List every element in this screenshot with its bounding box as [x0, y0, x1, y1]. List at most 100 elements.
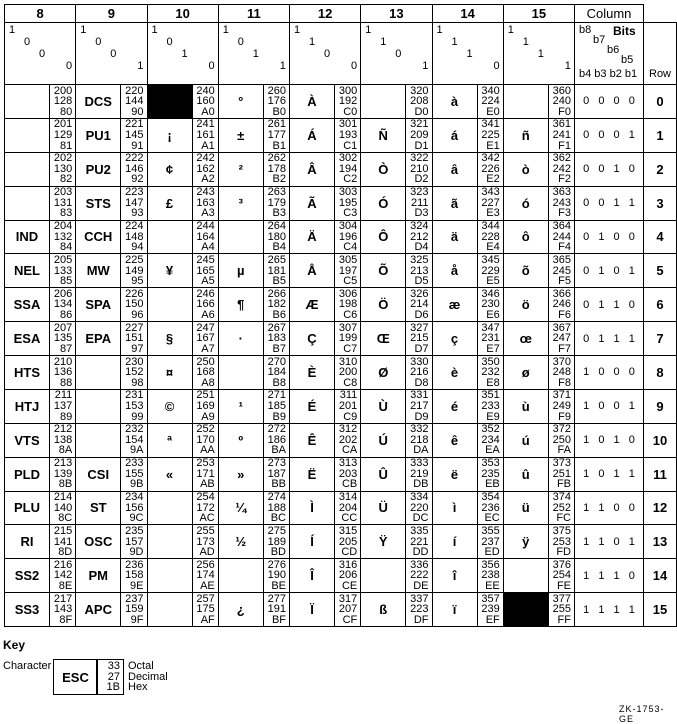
octal-code: 201 — [53, 118, 73, 131]
decimal-code: 243 — [552, 196, 571, 209]
decimal-code: 235 — [481, 467, 500, 480]
decimal-code: 150 — [125, 298, 144, 311]
code-cell: 236 158 9E — [120, 558, 148, 594]
code-cell: 260 176 B0 — [262, 84, 290, 119]
code-cell: 277 191 BF — [262, 592, 290, 627]
code-cell: 362 242 F2 — [547, 151, 575, 187]
char-cell: ä — [431, 219, 478, 255]
char-cell — [146, 558, 193, 594]
code-cell: 365 245 F5 — [547, 253, 575, 289]
hex-code: 9B — [130, 478, 144, 491]
char-cell: º — [217, 422, 264, 458]
column-bit: 0 — [110, 48, 117, 60]
hex-code: BF — [271, 613, 286, 626]
octal-code: 204 — [53, 220, 73, 233]
decimal-code: 229 — [481, 264, 500, 277]
octal-code: 330 — [410, 355, 429, 368]
column-bit: 1 — [279, 60, 286, 72]
code-cell: 263 179 B3 — [262, 185, 290, 221]
char-cell: ESA — [4, 321, 50, 356]
octal-code: 372 — [552, 423, 571, 436]
octal-code: 362 — [552, 152, 571, 165]
decimal-code: 167 — [196, 332, 215, 345]
octal-code: 363 — [552, 186, 571, 199]
octal-code: 236 — [125, 558, 144, 571]
decimal-code: 218 — [410, 433, 429, 446]
hex-code: 90 — [131, 105, 144, 118]
octal-code: 233 — [125, 457, 144, 470]
char-cell: µ — [217, 253, 264, 289]
code-cell: 246 166 A6 — [191, 287, 219, 323]
decimal-code: 184 — [267, 366, 286, 379]
code-cell: 266 182 B6 — [262, 287, 290, 323]
char-cell: è — [431, 355, 478, 390]
column-bit: 1 — [380, 36, 387, 48]
char-cell: Å — [289, 253, 335, 289]
key-example-decimal: 27 — [107, 670, 120, 683]
char-cell — [217, 219, 264, 255]
hex-code: E8 — [486, 376, 500, 389]
char-cell — [75, 355, 122, 390]
decimal-code: 236 — [481, 501, 500, 514]
decimal-code: 227 — [481, 196, 500, 209]
code-cell: 213 139 8B — [49, 456, 77, 492]
decimal-code: 166 — [196, 298, 215, 311]
hex-code: DD — [412, 546, 429, 559]
hex-code: FA — [557, 444, 571, 457]
decimal-code: 170 — [196, 433, 215, 446]
decimal-code: 192 — [338, 95, 358, 108]
hex-code: 8B — [58, 478, 73, 491]
code-cell: 322 210 D2 — [405, 151, 433, 187]
char-cell: ² — [217, 151, 264, 187]
hex-code: EF — [485, 613, 500, 626]
code-cell: 271 185 B9 — [262, 388, 290, 424]
code-cell: 340 224 E0 — [476, 84, 504, 119]
code-cell: 307 199 C7 — [334, 321, 362, 356]
octal-code: 354 — [481, 491, 500, 504]
column-bit: 1 — [80, 24, 87, 36]
decimal-code: 226 — [481, 162, 500, 175]
code-cell: 344 228 E4 — [476, 219, 504, 255]
code-cell: 351 233 E9 — [476, 388, 504, 424]
hex-code: F2 — [558, 173, 571, 186]
bits-label: Bits — [613, 24, 636, 38]
octal-code: 231 — [125, 389, 144, 402]
char-cell: É — [289, 388, 335, 424]
hex-code: E0 — [486, 105, 500, 118]
decimal-code: 198 — [338, 298, 358, 311]
hex-code: B9 — [272, 410, 286, 423]
hex-code: 80 — [60, 105, 73, 118]
decimal-code: 245 — [552, 264, 571, 277]
decimal-code: 176 — [267, 95, 286, 108]
decimal-code: 213 — [410, 264, 429, 277]
decimal-code: 254 — [552, 569, 571, 582]
decimal-code: 131 — [53, 196, 73, 209]
code-cell: 376 254 FE — [547, 558, 575, 594]
code-cell: 305 197 C5 — [334, 253, 362, 289]
decimal-code: 181 — [267, 264, 286, 277]
decimal-code: 196 — [338, 230, 358, 243]
octal-code: 370 — [552, 355, 571, 368]
char-cell: ¹ — [217, 388, 264, 424]
code-cell: 230 152 98 — [120, 355, 148, 390]
hex-code: F1 — [558, 139, 571, 152]
decimal-code: 171 — [196, 467, 215, 480]
decimal-code: 189 — [267, 535, 286, 548]
decimal-code: 138 — [53, 433, 73, 446]
octal-code: 226 — [125, 287, 144, 300]
decimal-code: 159 — [125, 603, 144, 616]
hex-code: F3 — [558, 207, 571, 220]
hex-code: AA — [200, 444, 215, 457]
code-cell: 222 146 92 — [120, 151, 148, 187]
decimal-code: 177 — [267, 129, 286, 142]
hex-code: C0 — [343, 105, 358, 118]
hex-code: E4 — [486, 241, 500, 254]
hex-code: C6 — [343, 308, 358, 321]
key-example-hex: 1B — [106, 681, 120, 694]
char-cell: HTS — [4, 355, 50, 390]
column-bit: 1 — [466, 48, 473, 60]
hex-code: C1 — [343, 139, 358, 152]
column-bit: 1 — [365, 24, 372, 36]
row-number: 10 — [643, 422, 677, 458]
hex-code: EE — [485, 579, 500, 592]
